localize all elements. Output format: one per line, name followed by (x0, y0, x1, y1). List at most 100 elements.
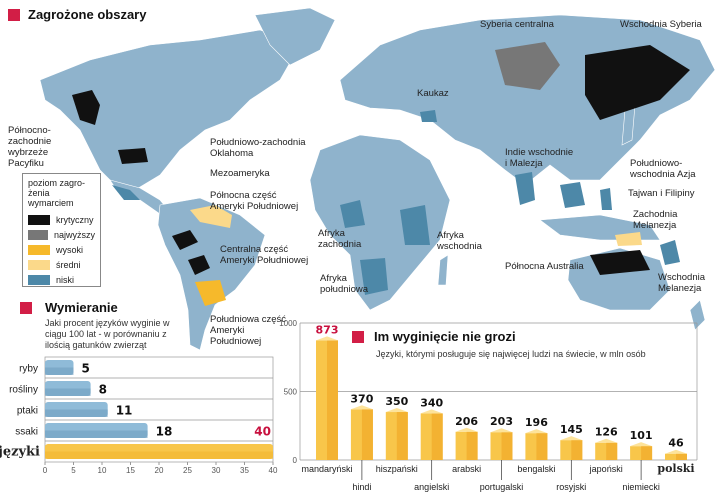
label-region: Syberia centralna (480, 19, 554, 30)
chart1-tick-label: 10 (98, 466, 107, 475)
label-region: Południowo-zachodnia Oklahoma (210, 137, 306, 159)
label-region: Północna Australia (505, 261, 584, 272)
region-c-south-america-1 (172, 230, 198, 250)
chart2-bar-side (361, 409, 373, 460)
region-s-africa (360, 258, 388, 295)
region-w-melanesia (615, 232, 642, 246)
chart1-value-label: 8 (99, 383, 107, 397)
region-e-melanesia (660, 240, 680, 265)
chart1-bar-shade (45, 430, 148, 438)
section-marker (8, 9, 20, 21)
chart2-subtitle: Języki, którymi posługuje się najwięcej … (376, 349, 646, 359)
label-region: Indie wschodnie i Malezja (505, 147, 574, 169)
chart2-bar-side (641, 446, 653, 460)
chart2-bar-top (525, 429, 548, 434)
region-mesoamerica (112, 185, 140, 200)
legend-label: wysoki (56, 244, 84, 255)
legend-item: najwyższy (28, 227, 95, 242)
chart2-bar-top (490, 428, 513, 433)
region-w-africa (340, 200, 365, 228)
chart2-bar-top (665, 449, 687, 454)
section-marker (352, 331, 364, 343)
chart2-category-label: hindi (352, 482, 371, 492)
legend-item: średni (28, 257, 95, 272)
chart2-tick-label: 0 (293, 456, 298, 465)
region-caucasus (420, 110, 437, 122)
chart1-title: Wymieranie (45, 300, 118, 315)
chart1-tick-label: 30 (212, 466, 221, 475)
chart1-subtitle: Jaki procent języków wyginie w ciągu 100… (45, 318, 170, 350)
region-n-australia (590, 250, 650, 275)
chart1-tick-label: 5 (71, 466, 76, 475)
chart1-category-label: ptaki (17, 406, 38, 417)
legend-item: niski (28, 272, 95, 287)
chart2-title: Im wyginięcie nie grozi (374, 329, 516, 344)
chart1-category-label: języki (0, 445, 40, 460)
label-region: Afryka południowa (320, 273, 369, 295)
chart1-tick-label: 40 (269, 466, 278, 475)
chart2-bar-side (466, 431, 478, 460)
chart1-tick-label: 25 (183, 466, 192, 475)
region-east-siberia (585, 45, 690, 120)
chart2-bar-side (606, 442, 618, 460)
chart1-value-label: 5 (82, 362, 90, 376)
legend-label: najwyższy (53, 229, 95, 240)
chart1-category-label: ssaki (15, 427, 38, 438)
chart2-bar-top (595, 438, 618, 443)
chart2-category-label: bengalski (517, 464, 555, 474)
chart1-bar-shade (45, 367, 74, 375)
chart2-category-label: japoński (589, 464, 623, 474)
region-c-south-america-2 (188, 255, 210, 275)
chart2-bar-top (630, 442, 653, 447)
legend-swatch (28, 229, 48, 240)
chart2-value-label: 370 (350, 392, 373, 405)
region-central-siberia (495, 42, 560, 90)
north-america (39, 29, 301, 191)
chart2-bar-side (676, 453, 687, 460)
chart2-bar-top (316, 336, 338, 341)
chart2-bar-side (536, 433, 548, 460)
chart2-value-label: 203 (490, 415, 513, 428)
chart2-category-label: hiszpański (376, 464, 418, 474)
label-region: Afryka wschodnia (437, 230, 482, 252)
region-s-south-america (195, 280, 226, 306)
chart2-value-label: 145 (560, 423, 583, 436)
chart2-value-label: 340 (420, 396, 443, 409)
chart2-category-label: arabski (452, 464, 481, 474)
label-region: Północno-zachodnie wybrzeże Pacyfiku (8, 125, 52, 169)
chart2-category-label: niemiecki (622, 482, 660, 492)
legend-swatch (28, 274, 50, 285)
label-region: Wschodnia Syberia (620, 19, 702, 30)
chart2-category-label: angielski (414, 482, 449, 492)
region-n-south-america (190, 205, 232, 228)
region-e-africa (400, 205, 430, 245)
chart2-tick-label: 500 (284, 388, 298, 397)
chart2-value-label: 101 (630, 429, 653, 442)
legend-item: wysoki (28, 242, 95, 257)
chart2-bar-side (571, 440, 583, 460)
legend-title: poziom zagro-żenia wymarciem (28, 178, 86, 208)
legend-label: krytyczny (56, 214, 94, 225)
chart2-value-label: 206 (455, 415, 478, 428)
region-se-asia (560, 182, 585, 208)
chart1-category-label: rośliny (9, 385, 38, 396)
chart2-value-label: 350 (385, 395, 408, 408)
map-title: Zagrożone obszary (28, 7, 147, 22)
chart1-bar-shade (45, 388, 91, 396)
legend-label: średni (56, 259, 81, 270)
chart2-value-label: 46 (668, 437, 684, 450)
label-region: Centralna część Ameryki Południowej (220, 244, 309, 266)
chart1-bar-shade (45, 451, 273, 459)
chart2-value-label: 196 (525, 416, 548, 429)
section-marker (20, 302, 32, 314)
chart2-value-label: 126 (595, 426, 618, 439)
greenland (254, 7, 336, 66)
chart1-value-label: 11 (116, 404, 133, 418)
chart2-bar-side (396, 412, 408, 460)
chart2-bar-side (501, 432, 513, 460)
chart1-category-label: ryby (19, 364, 38, 375)
chart2-value-label: 873 (316, 323, 339, 336)
label-region: Wschodnia Melanezja (658, 272, 705, 294)
chart2-bar-side (431, 413, 443, 460)
